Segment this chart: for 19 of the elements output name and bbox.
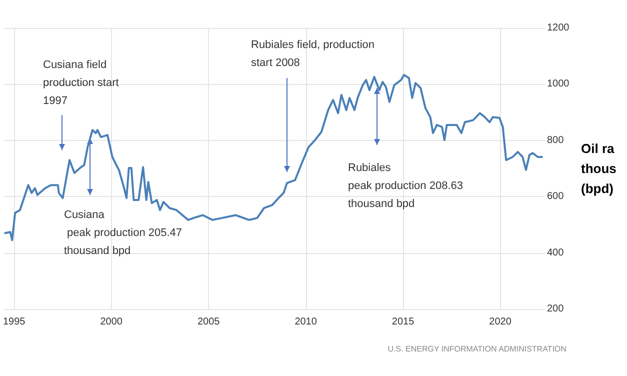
annotation: Cusiana peak production 205.47 thousand bpd <box>64 209 182 257</box>
y-axis-title: Oil ra thous (bpd) <box>581 141 616 196</box>
x-tick-label: 1995 <box>3 316 26 328</box>
y-tick-label: 800 <box>547 134 564 146</box>
y-tick-label: 1000 <box>547 78 570 90</box>
annotation: Rubiales field, production start 2008 <box>251 39 375 69</box>
x-tick-label: 2020 <box>489 316 512 328</box>
x-tick-label: 2010 <box>294 316 318 328</box>
annotation: Cusiana field production start 1997 <box>43 59 119 107</box>
y-tick-label: 200 <box>547 304 564 314</box>
x-tick-label: 2000 <box>100 316 123 328</box>
y-tick-label: 400 <box>547 247 564 258</box>
y-tick-label: 600 <box>547 191 564 202</box>
x-tick-label: 2005 <box>197 316 220 328</box>
text: U.S. ENERGY INFORMATION ADMINISTRATION <box>388 344 567 354</box>
annotation: Rubiales peak production 208.63 thousand bpd <box>348 162 463 210</box>
y-tick-label: 1200 <box>547 22 570 34</box>
x-tick-label: 2015 <box>392 316 415 328</box>
line-series <box>4 74 544 242</box>
